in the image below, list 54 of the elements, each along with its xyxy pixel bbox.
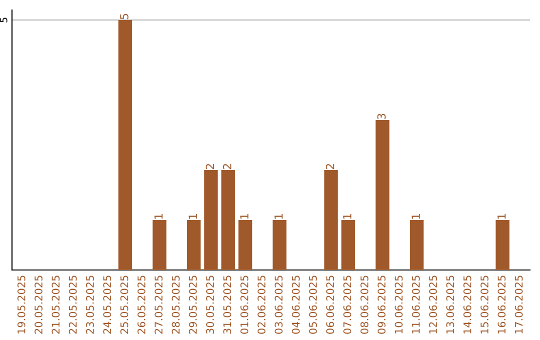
x-tick-label: 07.06.2025 [343,276,352,334]
x-tick-label: 12.06.2025 [429,276,437,334]
x-tick-label: 10.06.2025 [394,276,403,334]
data-label: 1 [154,214,163,219]
bar [410,220,424,270]
x-tick-label: 24.05.2025 [103,276,112,334]
data-label: 1 [188,214,197,219]
x-tick-label: 26.05.2025 [138,276,146,334]
data-label: 5 [120,14,128,20]
bar [186,220,201,270]
x-tick-label: 04.06.2025 [292,276,300,334]
x-tick-label: 02.06.2025 [258,276,266,334]
x-tick-label: 31.05.2025 [223,276,232,334]
x-tick-label: 29.05.2025 [188,276,197,334]
bar [376,120,390,270]
data-label: 2 [326,164,334,170]
data-label: 3 [377,114,386,120]
x-tick-label: 25.05.2025 [120,276,128,334]
x-tick-label: 03.06.2025 [274,276,283,334]
x-tick-label: 11.06.2025 [412,276,420,334]
x-tick-label: 30.05.2025 [206,276,214,334]
bar [221,170,235,270]
bar [152,220,166,270]
x-tick-label: 28.05.2025 [172,276,180,334]
bar [324,170,338,270]
x-tick-label: 16.06.2025 [498,276,506,334]
bar [341,220,356,270]
bar [272,220,286,270]
data-label: 2 [206,164,214,170]
x-tick-label: 01.06.2025 [240,276,248,334]
x-tick-label: 15.06.2025 [480,276,488,334]
x-tick-label: 22.05.2025 [68,276,77,334]
x-tick-label: 20.05.2025 [34,276,42,334]
x-tick-label: 17.06.2025 [514,276,523,334]
bar [238,220,252,270]
data-label: 1 [274,214,283,219]
x-tick-label: 08.06.2025 [360,276,368,334]
data-label: 1 [412,214,420,219]
data-label: 1 [240,214,248,219]
x-tick-label: 14.06.2025 [463,276,472,334]
x-tick-label: 05.06.2025 [309,276,317,334]
bar [118,20,132,270]
bar [496,220,510,270]
x-tick-label: 13.06.2025 [446,276,454,334]
x-tick-label: 27.05.2025 [154,276,163,334]
data-label: 1 [498,214,506,219]
data-label: 2 [222,164,232,170]
x-tick-label: 19.05.2025 [17,276,26,334]
x-tick-label: 21.05.2025 [52,276,60,334]
x-tick-label: 23.05.2025 [86,276,94,334]
x-tick-label: 09.06.2025 [378,276,386,334]
x-tick-label: 06.06.2025 [326,276,334,334]
bar [204,170,218,270]
data-label: 1 [343,214,352,219]
